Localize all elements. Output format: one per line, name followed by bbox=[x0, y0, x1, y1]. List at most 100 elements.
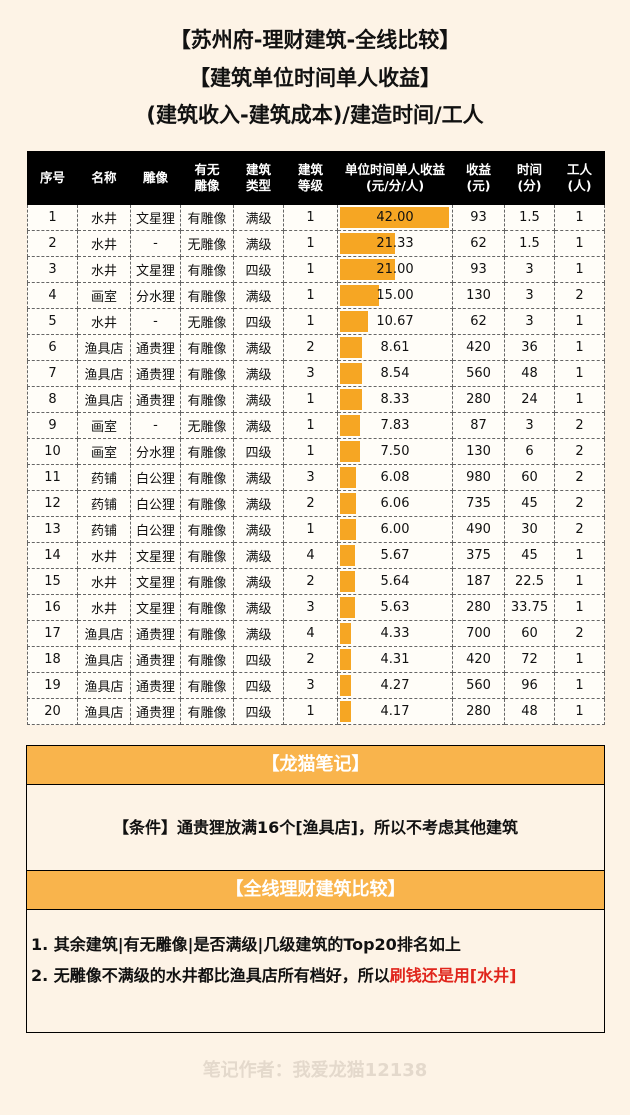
cell-index: 15 bbox=[27, 568, 78, 595]
cell-time: 3 bbox=[504, 308, 555, 335]
cell-name: 渔具店 bbox=[77, 386, 131, 413]
cell-level: 2 bbox=[283, 646, 338, 673]
cell-has-statue: 无雕像 bbox=[180, 230, 234, 257]
cell-unit-income: 42.00 bbox=[337, 204, 453, 231]
cell-statue: 白公狸 bbox=[130, 516, 181, 543]
cell-type: 四级 bbox=[233, 256, 284, 283]
cell-level: 3 bbox=[283, 594, 338, 621]
table-row: 20 渔具店 通贵狸 有雕像 四级 1 4.17 280 48 1 bbox=[27, 698, 605, 725]
cell-unit-income: 6.08 bbox=[337, 464, 453, 491]
cell-workers: 2 bbox=[554, 412, 605, 439]
header-type: 建筑 类型 bbox=[233, 151, 284, 205]
cell-workers: 1 bbox=[554, 542, 605, 569]
cell-name: 水井 bbox=[77, 594, 131, 621]
cell-type: 满级 bbox=[233, 204, 284, 231]
cell-time: 22.5 bbox=[504, 568, 555, 595]
income-value: 5.63 bbox=[380, 600, 410, 615]
cell-time: 3 bbox=[504, 282, 555, 309]
cell-level: 1 bbox=[283, 386, 338, 413]
cell-income: 130 bbox=[452, 282, 505, 309]
income-value: 15.00 bbox=[376, 288, 414, 303]
cell-type: 满级 bbox=[233, 334, 284, 361]
cell-workers: 1 bbox=[554, 386, 605, 413]
income-value: 42.00 bbox=[376, 210, 414, 225]
cell-index: 1 bbox=[27, 204, 78, 231]
cell-statue: 通贵狸 bbox=[130, 698, 181, 725]
note-point-1: 1. 其余建筑|有无雕像|是否满级|几级建筑的Top20排名如上 bbox=[31, 935, 461, 954]
cell-unit-income: 10.67 bbox=[337, 308, 453, 335]
cell-income: 280 bbox=[452, 698, 505, 725]
cell-index: 18 bbox=[27, 646, 78, 673]
income-bar bbox=[340, 441, 360, 462]
condition-text: 【条件】通贵狸放满16个[渔具店]，所以不考虑其他建筑 bbox=[113, 818, 518, 837]
cell-type: 满级 bbox=[233, 516, 284, 543]
cell-level: 1 bbox=[283, 698, 338, 725]
cell-type: 满级 bbox=[233, 230, 284, 257]
cell-has-statue: 有雕像 bbox=[180, 568, 234, 595]
cell-statue: 白公狸 bbox=[130, 490, 181, 517]
cell-unit-income: 8.33 bbox=[337, 386, 453, 413]
cell-time: 33.75 bbox=[504, 594, 555, 621]
cell-statue: - bbox=[130, 412, 181, 439]
notes-header: 【龙猫笔记】 bbox=[27, 745, 604, 785]
table-row: 13 药铺 白公狸 有雕像 满级 1 6.00 490 30 2 bbox=[27, 516, 605, 543]
title-line-3: (建筑收入-建筑成本)/建造时间/工人 bbox=[146, 103, 484, 127]
cell-statue: 文星狸 bbox=[130, 542, 181, 569]
cell-type: 四级 bbox=[233, 698, 284, 725]
cell-index: 9 bbox=[27, 412, 78, 439]
cell-time: 96 bbox=[504, 672, 555, 699]
income-value: 10.67 bbox=[376, 314, 414, 329]
cell-income: 187 bbox=[452, 568, 505, 595]
income-bar bbox=[340, 311, 368, 332]
table-row: 4 画室 分水狸 有雕像 满级 1 15.00 130 3 2 bbox=[27, 282, 605, 309]
cell-level: 4 bbox=[283, 620, 338, 647]
cell-income: 93 bbox=[452, 256, 505, 283]
cell-level: 1 bbox=[283, 308, 338, 335]
income-bar bbox=[340, 545, 355, 566]
note-point-2-highlight: 刷钱还是用[水井] bbox=[389, 966, 517, 985]
income-value: 8.33 bbox=[380, 392, 410, 407]
cell-has-statue: 无雕像 bbox=[180, 412, 234, 439]
cell-index: 14 bbox=[27, 542, 78, 569]
cell-index: 12 bbox=[27, 490, 78, 517]
cell-statue: - bbox=[130, 230, 181, 257]
cell-workers: 2 bbox=[554, 464, 605, 491]
cell-level: 3 bbox=[283, 464, 338, 491]
cell-workers: 2 bbox=[554, 282, 605, 309]
table-row: 2 水井 - 无雕像 满级 1 21.33 62 1.5 1 bbox=[27, 230, 605, 257]
cell-statue: 文星狸 bbox=[130, 594, 181, 621]
cell-workers: 2 bbox=[554, 490, 605, 517]
cell-workers: 1 bbox=[554, 594, 605, 621]
cell-time: 1.5 bbox=[504, 204, 555, 231]
cell-statue: 通贵狸 bbox=[130, 386, 181, 413]
cell-income: 130 bbox=[452, 438, 505, 465]
cell-has-statue: 有雕像 bbox=[180, 542, 234, 569]
cell-index: 3 bbox=[27, 256, 78, 283]
cell-index: 19 bbox=[27, 672, 78, 699]
income-value: 8.54 bbox=[380, 366, 410, 381]
cell-name: 渔具店 bbox=[77, 360, 131, 387]
table-row: 9 画室 - 无雕像 满级 1 7.83 87 3 2 bbox=[27, 412, 605, 439]
cell-has-statue: 有雕像 bbox=[180, 698, 234, 725]
cell-name: 画室 bbox=[77, 412, 131, 439]
cell-unit-income: 6.00 bbox=[337, 516, 453, 543]
table-row: 6 渔具店 通贵狸 有雕像 满级 2 8.61 420 36 1 bbox=[27, 334, 605, 361]
cell-has-statue: 有雕像 bbox=[180, 386, 234, 413]
income-bar bbox=[340, 389, 362, 410]
cell-income: 560 bbox=[452, 360, 505, 387]
table-row: 19 渔具店 通贵狸 有雕像 四级 3 4.27 560 96 1 bbox=[27, 672, 605, 699]
cell-has-statue: 有雕像 bbox=[180, 256, 234, 283]
cell-workers: 1 bbox=[554, 568, 605, 595]
cell-name: 水井 bbox=[77, 256, 131, 283]
income-bar bbox=[340, 649, 352, 670]
cell-time: 60 bbox=[504, 620, 555, 647]
cell-workers: 1 bbox=[554, 230, 605, 257]
cell-statue: 通贵狸 bbox=[130, 646, 181, 673]
header-index: 序号 bbox=[27, 151, 78, 205]
cell-has-statue: 有雕像 bbox=[180, 282, 234, 309]
cell-type: 满级 bbox=[233, 620, 284, 647]
table-row: 1 水井 文星狸 有雕像 满级 1 42.00 93 1.5 1 bbox=[27, 204, 605, 231]
cell-name: 渔具店 bbox=[77, 672, 131, 699]
table-row: 15 水井 文星狸 有雕像 满级 2 5.64 187 22.5 1 bbox=[27, 568, 605, 595]
cell-index: 17 bbox=[27, 620, 78, 647]
